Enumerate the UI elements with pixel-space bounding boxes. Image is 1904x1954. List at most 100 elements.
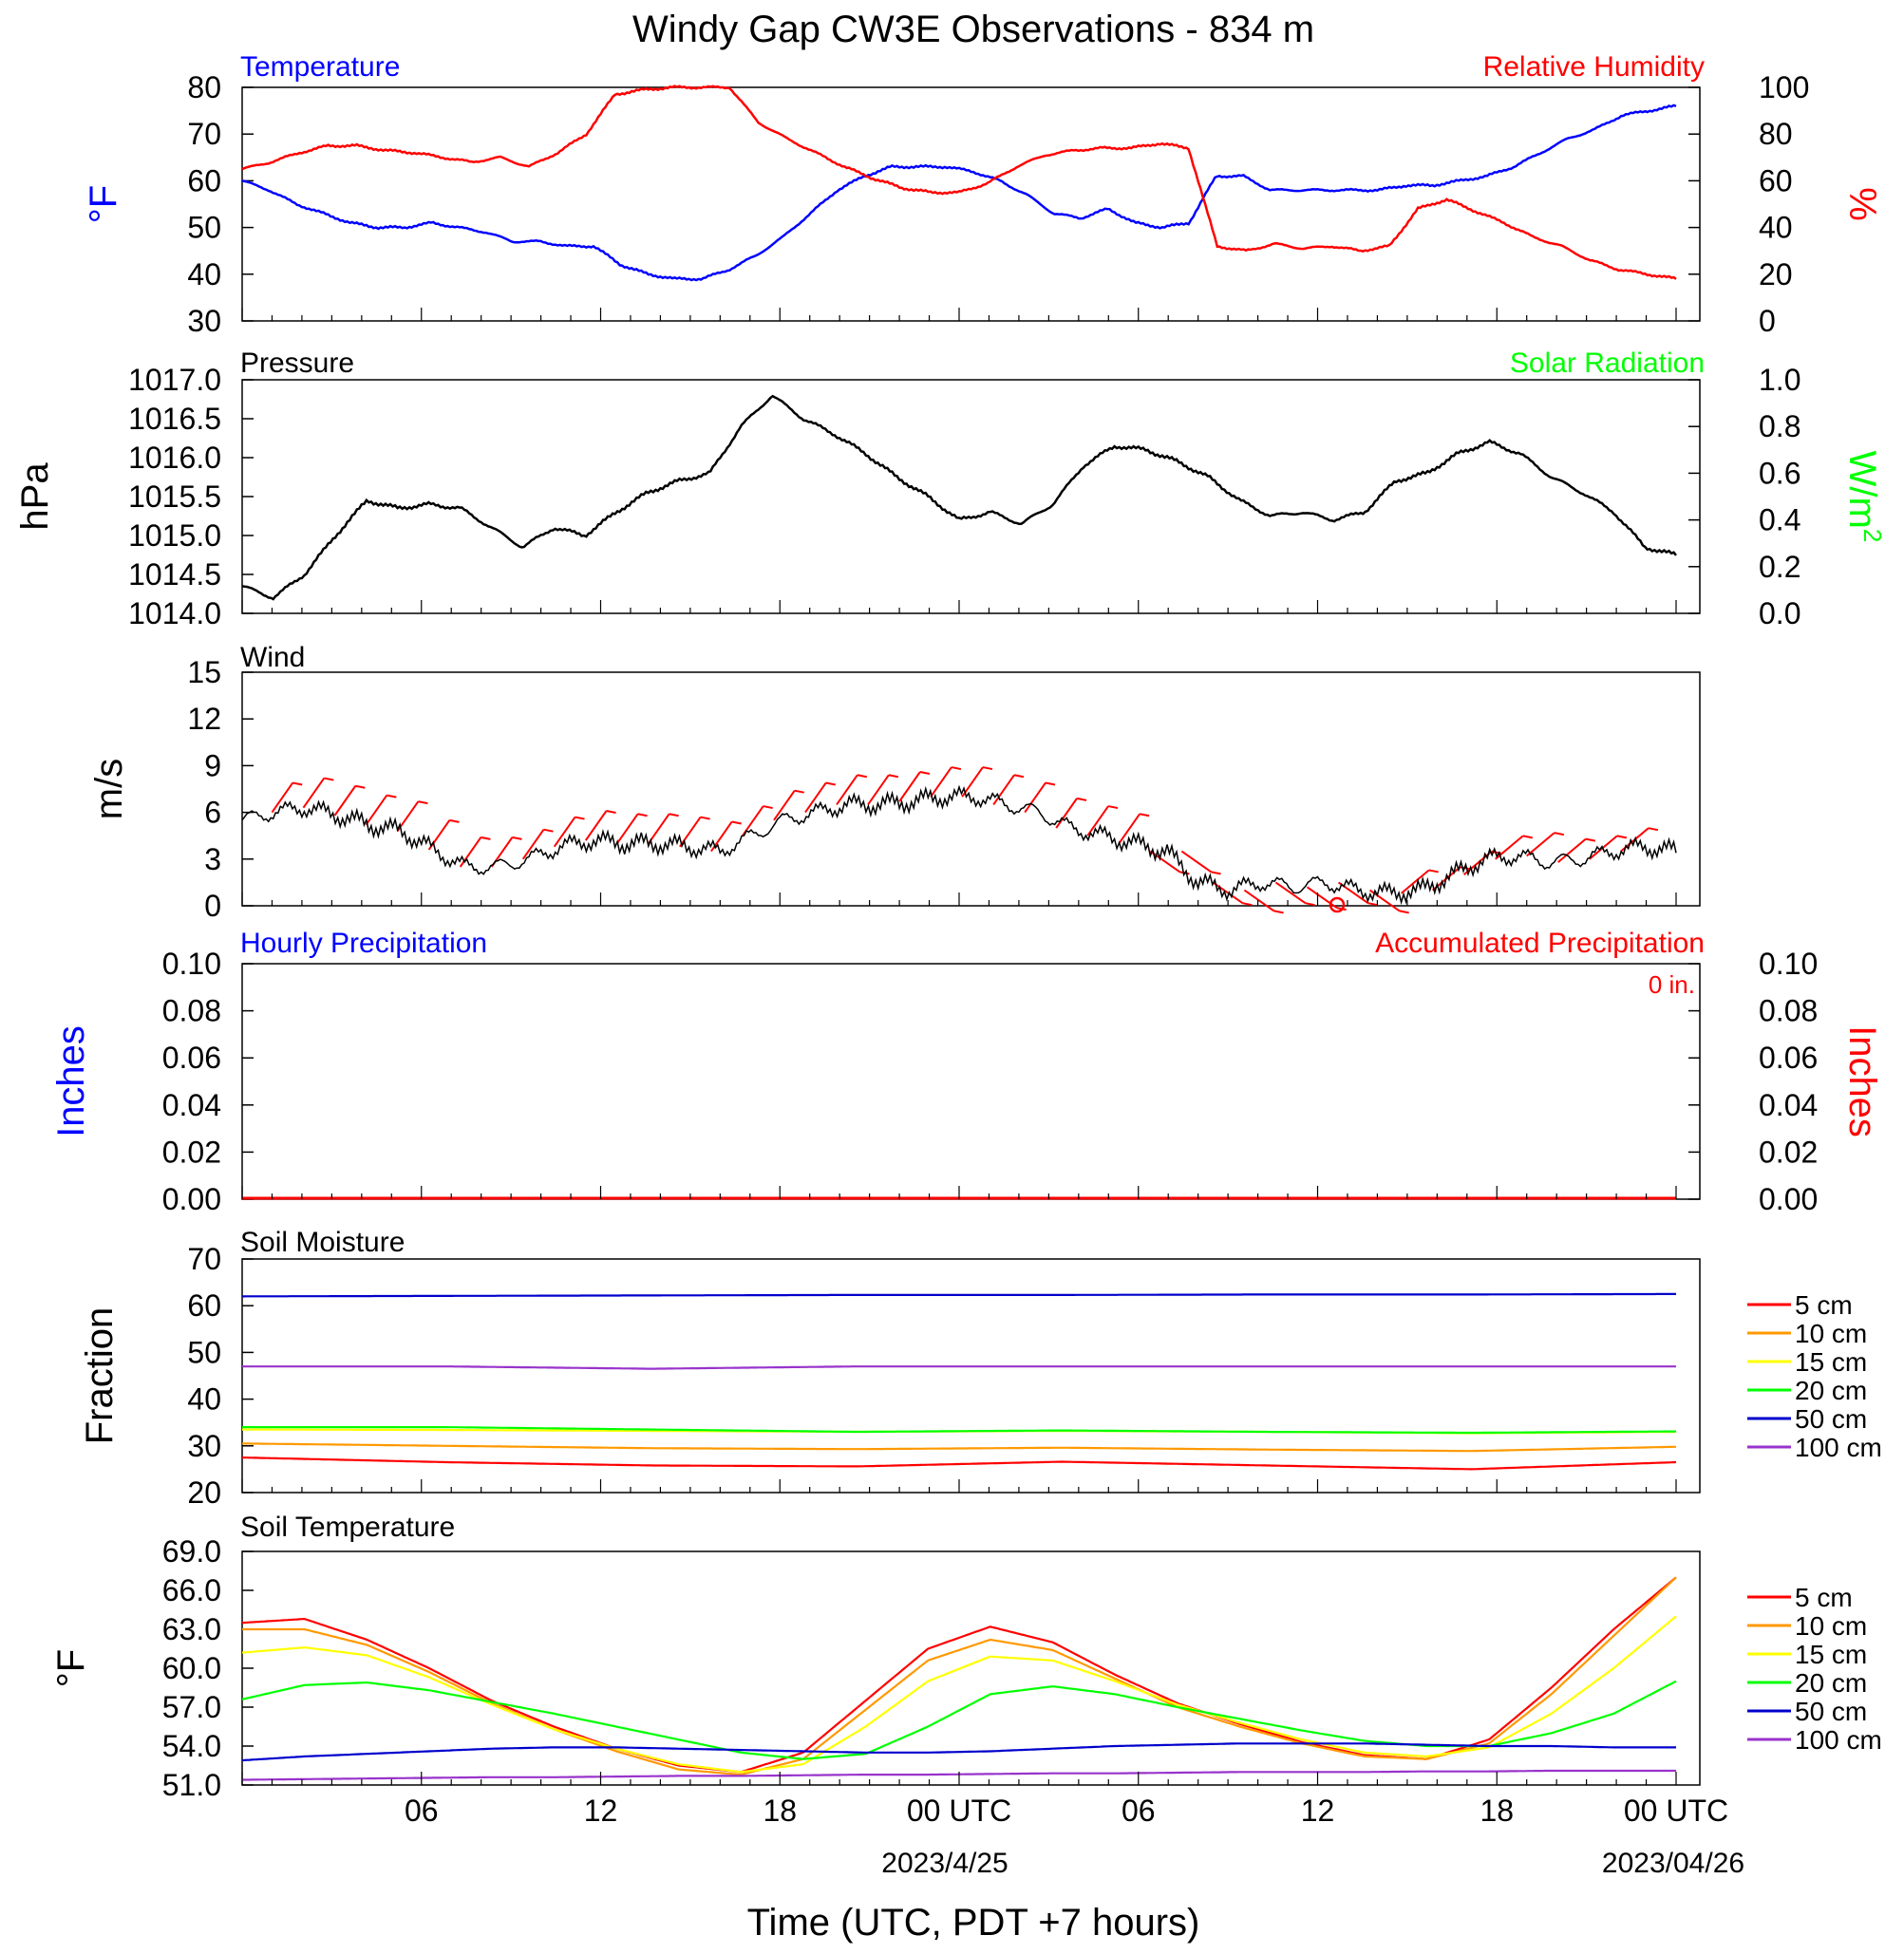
wind-barb (1212, 881, 1244, 905)
wind-barb (1024, 781, 1046, 814)
solar-title: Solar Radiation (1510, 348, 1705, 379)
wind-barb (1243, 889, 1275, 912)
tick-label: 63.0 (162, 1612, 221, 1646)
tick-label: 0.08 (162, 994, 221, 1028)
tick-label: 40 (1759, 211, 1793, 245)
wind-barb-flag (1522, 835, 1533, 839)
tick-label: 9 (204, 748, 221, 782)
wind-barb (1589, 835, 1618, 860)
x-tick-label: 00 UTC (1624, 1794, 1728, 1828)
wind-barb (271, 781, 294, 814)
wind-barb (1118, 813, 1141, 844)
wind-barb (898, 771, 921, 802)
wind-barb-flag (1107, 805, 1119, 810)
wind-barb (836, 774, 858, 805)
legend-label: 50 cm (1795, 1404, 1867, 1434)
tick-label: 50 (187, 211, 221, 245)
legend-label: 15 cm (1795, 1347, 1867, 1377)
wind-barb-flag (1076, 797, 1087, 801)
svg-text:hPa: hPa (14, 462, 56, 531)
tick-label: 0.02 (162, 1135, 221, 1169)
x-tick-label: 12 (1301, 1794, 1335, 1828)
tick-label: 0 (1759, 304, 1776, 338)
svg-text:Inches: Inches (50, 1025, 92, 1137)
tick-label: 80 (187, 70, 221, 104)
wind-barb (459, 836, 482, 868)
tick-label: 0.00 (1759, 1182, 1818, 1216)
wind-barb (521, 829, 545, 860)
tick-label: 1014.0 (128, 596, 221, 630)
date-label-1: 2023/4/25 (881, 1848, 1008, 1879)
wind-barb-flag (888, 774, 899, 779)
wind-unit: m/s (88, 759, 130, 819)
wind-barb (615, 813, 639, 844)
tick-label: 40 (187, 257, 221, 291)
soil-moisture-panel: Soil Moisture Fraction 70 60 50 40 30 20 5 cm… (79, 1227, 1882, 1510)
tick-label: 1016.0 (128, 441, 221, 475)
x-axis-label: Time (UTC, PDT +7 hours) (747, 1902, 1200, 1944)
tick-label: 0.08 (1759, 994, 1818, 1028)
tick-label: 3 (204, 842, 221, 876)
panel-frame (241, 379, 1701, 614)
tick-label: 70 (187, 1242, 221, 1276)
pressure-series (241, 394, 1677, 601)
wind-barb (584, 810, 608, 841)
tick-label: 66.0 (162, 1573, 221, 1607)
tick-label: 15 (187, 655, 221, 689)
legend-label: 20 cm (1795, 1668, 1867, 1698)
tick-label: 20 (187, 1475, 221, 1510)
panel-frame (241, 86, 1701, 322)
tick-label: 0.10 (162, 947, 221, 981)
wind-barb (1149, 850, 1181, 874)
temperature-unit: °F (83, 185, 124, 223)
wind-barb (1400, 869, 1430, 894)
wind-barb (867, 774, 890, 805)
soil-temperature-panel: Soil Temperature °F 69.0 66.0 63.0 60.0 57.0… (50, 1512, 1882, 1802)
wind-barb (1306, 886, 1338, 909)
tick-label: 0.2 (1759, 550, 1800, 584)
wind-barb-flag (1045, 781, 1056, 786)
tick-label: 0.0 (1759, 596, 1800, 630)
soil-moisture-title: Soil Moisture (240, 1227, 405, 1258)
calm-wind-marker (1329, 896, 1346, 913)
tick-label: 12 (187, 702, 221, 736)
legend-label: 20 cm (1795, 1376, 1867, 1405)
tick-label: 20 (1759, 257, 1793, 291)
tick-label: 80 (1759, 117, 1793, 151)
legend-label: 100 cm (1795, 1433, 1882, 1462)
wind-barb-flag (1273, 910, 1284, 914)
svg-text:Fraction: Fraction (79, 1307, 121, 1445)
temperature-title: Temperature (240, 51, 400, 83)
legend-label: 10 cm (1795, 1319, 1867, 1348)
wind-barb-flag (1367, 902, 1378, 907)
wind-barb (992, 774, 1015, 805)
wind-barb-flag (449, 818, 460, 823)
wind-barb-flag (1211, 871, 1221, 875)
tick-label: 100 (1759, 70, 1809, 104)
x-tick-label: 18 (1480, 1794, 1514, 1828)
legend-label: 5 cm (1795, 1583, 1853, 1612)
legend-label: 50 cm (1795, 1697, 1867, 1726)
legend-label: 5 cm (1795, 1290, 1853, 1320)
wind-barb-flag (1428, 869, 1439, 874)
wind-barb-flag (543, 828, 554, 833)
wind-barb-flag (1013, 774, 1025, 779)
wind-barbs (271, 766, 1659, 914)
svg-text:W/m2: W/m2 (1841, 451, 1887, 543)
x-axis: 06 12 18 00 UTC 06 12 18 00 UTC (241, 308, 1728, 1828)
wind-barb (1180, 850, 1213, 874)
wind-barb-flag (982, 766, 993, 771)
wind-barb-flag (606, 810, 616, 814)
accum-precip-unit: Inches (1841, 1025, 1883, 1137)
wind-barb-flag (292, 781, 303, 786)
tick-label: 51.0 (162, 1768, 221, 1802)
humidity-unit: % (1841, 187, 1883, 221)
wind-barb (1055, 798, 1078, 829)
series-5-cm (241, 1576, 1677, 1774)
wind-barb (679, 816, 702, 848)
wind-barb-flag (637, 813, 648, 817)
svg-text:°F: °F (50, 1649, 92, 1687)
tick-label: 1014.5 (128, 557, 221, 592)
temperature-humidity-panel: Temperature Relative Humidity °F % 80 70 6… (83, 51, 1883, 338)
